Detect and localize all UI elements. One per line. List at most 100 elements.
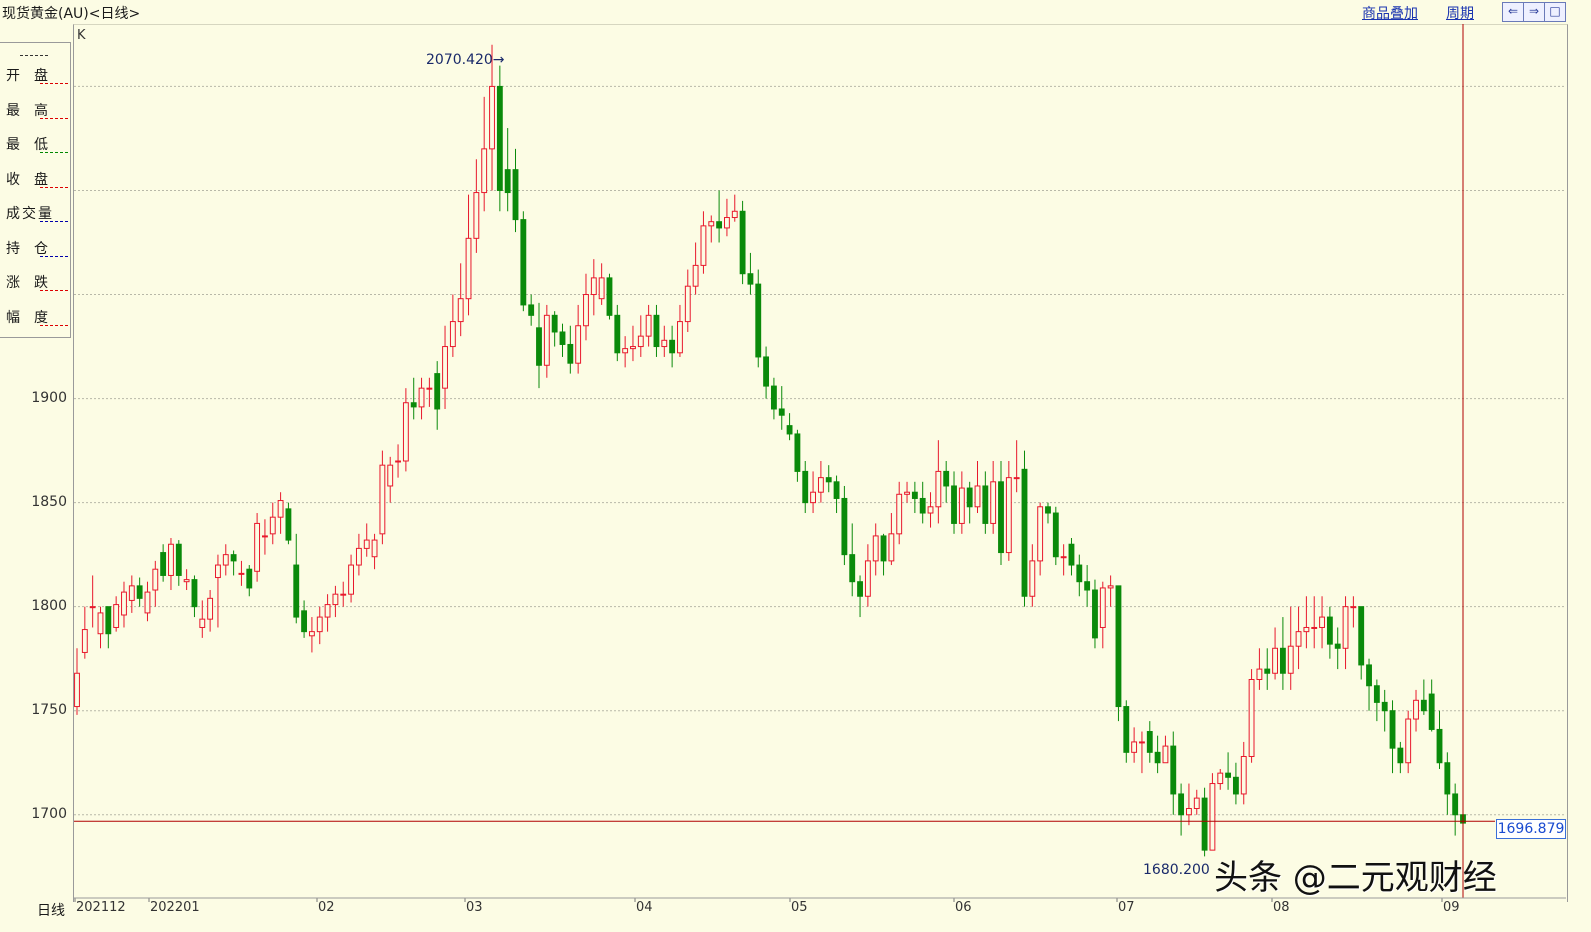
- candle-body-up: [677, 321, 683, 354]
- candle-body-up: [152, 568, 159, 591]
- candle-body-up: [457, 298, 464, 323]
- candle-body-down: [669, 339, 676, 354]
- candle-body-down: [1068, 543, 1075, 566]
- info-value-placeholder: [40, 221, 68, 222]
- candle-body-down: [559, 331, 566, 345]
- candle-body-up: [1350, 606, 1357, 609]
- candle-body-up: [1060, 556, 1067, 559]
- candle-body-down: [880, 535, 887, 562]
- watermark: 头条 @二元观财经: [1214, 858, 1497, 898]
- info-label: 收盘: [6, 171, 62, 188]
- maximize-button[interactable]: □: [1544, 2, 1566, 22]
- candle-body-down: [825, 477, 832, 483]
- candle-body-down: [1389, 710, 1396, 749]
- info-value-placeholder: [40, 117, 68, 119]
- period-link[interactable]: 周期: [1446, 6, 1474, 22]
- x-tick-label: 03: [466, 900, 483, 915]
- info-row: 最低: [0, 130, 70, 164]
- candle-body-down: [1326, 616, 1333, 645]
- candle-body-down: [410, 402, 417, 408]
- candle-body-up: [1037, 506, 1044, 562]
- candle-body-down: [1381, 701, 1388, 712]
- candle-body-up: [590, 277, 597, 296]
- candle-body-up: [1256, 668, 1263, 680]
- candle-body-up: [708, 221, 715, 227]
- candle-body-up: [622, 348, 629, 354]
- candle-body-down: [1084, 581, 1091, 591]
- candle-body-up: [332, 593, 339, 606]
- info-label: 持仓: [6, 240, 62, 257]
- candle-body-up: [199, 618, 206, 628]
- candle-body-up: [168, 543, 174, 576]
- high-annotation: 2070.420→: [426, 52, 505, 68]
- candle-body-up: [1193, 797, 1200, 810]
- candle-body-down: [551, 314, 558, 333]
- candle-body-up: [74, 672, 80, 708]
- candle-body-up: [348, 564, 354, 595]
- candle-body-up: [1295, 631, 1302, 647]
- candle-body-down: [739, 210, 746, 275]
- candle-body-up: [489, 85, 495, 150]
- candle-body-down: [496, 85, 503, 191]
- candle-body-down: [841, 497, 848, 556]
- candle-body-up: [207, 597, 214, 620]
- x-tick-label: 02: [318, 900, 335, 915]
- panel-separator: [20, 55, 48, 56]
- candle-body-up: [1405, 718, 1412, 764]
- candle-body-down: [982, 485, 989, 524]
- candle-body-up: [543, 314, 550, 366]
- info-row: 成交量: [0, 199, 70, 233]
- candle-body-up: [598, 277, 605, 300]
- candle-body-up: [113, 604, 120, 628]
- candle-body-down: [105, 606, 112, 635]
- candle-body-down: [770, 385, 777, 410]
- candle-body-up: [1107, 585, 1114, 589]
- x-tick-label: 08: [1273, 900, 1290, 915]
- candle-body-up: [222, 554, 229, 566]
- candle-body-down: [849, 554, 856, 583]
- candle-body-up: [254, 522, 261, 572]
- candle-body-up: [872, 535, 879, 562]
- info-row: 收盘: [0, 165, 70, 199]
- candle-body-up: [316, 616, 323, 633]
- candle-body-down: [966, 487, 973, 508]
- candle-body-up: [1186, 808, 1192, 816]
- candle-body-up: [1162, 745, 1169, 764]
- ohlc-info-panel: 开盘 最高 最低 收盘 成交量 持仓 涨跌 幅度: [0, 42, 71, 338]
- candle-body-up: [684, 285, 691, 323]
- candle-body-up: [1248, 679, 1255, 757]
- candle-body-up: [864, 560, 871, 597]
- y-tick-label: 1850: [31, 493, 67, 510]
- candle-body-down: [606, 277, 613, 316]
- candle-body-down: [293, 564, 300, 618]
- info-value-placeholder: [40, 186, 68, 188]
- y-tick-label: 1900: [31, 389, 67, 406]
- candle-body-down: [998, 481, 1004, 554]
- candle-body-up: [700, 225, 707, 266]
- candle-body-up: [340, 593, 347, 596]
- candle-body-down: [786, 425, 793, 435]
- candle-body-down: [802, 470, 809, 504]
- info-label: 幅度: [6, 309, 62, 326]
- candle-body-up: [935, 470, 942, 508]
- candle-body-down: [1279, 647, 1286, 674]
- candle-body-down: [1373, 685, 1380, 703]
- chart-plot-area[interactable]: [73, 24, 1568, 902]
- candle-body-down: [536, 327, 542, 366]
- candle-body-up: [1209, 783, 1216, 851]
- candle-body-up: [637, 335, 644, 348]
- candle-body-down: [1052, 512, 1059, 558]
- overlay-commodity-link[interactable]: 商品叠加: [1362, 6, 1418, 22]
- candle-body-up: [89, 606, 96, 609]
- info-label: 最高: [6, 102, 62, 119]
- candle-body-up: [1029, 560, 1036, 597]
- candle-body-down: [778, 408, 785, 416]
- candle-body-down: [747, 273, 754, 285]
- candle-body-up: [1413, 699, 1419, 720]
- current-price-tag: 1696.879: [1496, 819, 1566, 839]
- candle-body-up: [371, 539, 378, 558]
- period-label: 日线: [37, 903, 65, 919]
- candle-body-up: [583, 294, 589, 327]
- candle-body-up: [387, 464, 394, 487]
